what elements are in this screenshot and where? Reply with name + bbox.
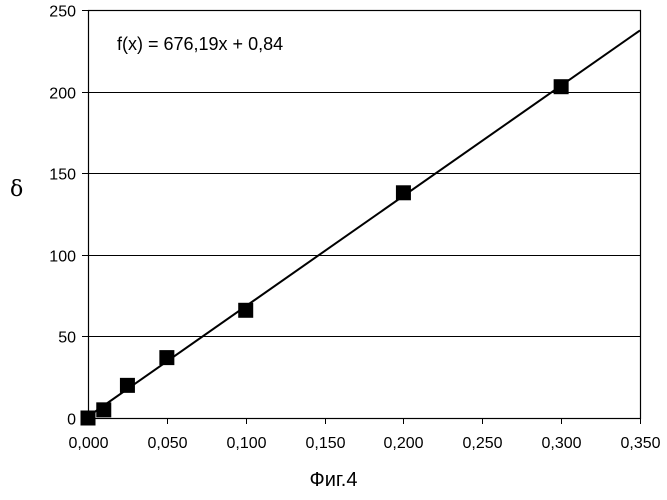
trendline-equation: f(x) = 676,19x + 0,84 bbox=[117, 34, 283, 54]
x-tick-label: 0,250 bbox=[462, 435, 502, 452]
grid-lines bbox=[88, 11, 640, 337]
data-point bbox=[396, 185, 411, 200]
data-point bbox=[96, 402, 111, 417]
data-point bbox=[238, 303, 253, 318]
x-tick-label: 0,000 bbox=[68, 435, 108, 452]
y-tick-label: 50 bbox=[58, 330, 76, 347]
x-tick-label: 0,350 bbox=[620, 435, 660, 452]
y-axis-label: δ bbox=[10, 177, 23, 202]
x-tick-label: 0,100 bbox=[226, 435, 266, 452]
y-tick-label: 200 bbox=[49, 86, 76, 103]
y-tick-labels: 0 50 100 150 200 250 bbox=[49, 4, 76, 429]
x-tick-label: 0,300 bbox=[541, 435, 581, 452]
x-tick-label: 0,200 bbox=[383, 435, 423, 452]
y-tick-label: 100 bbox=[49, 249, 76, 266]
y-tick-label: 0 bbox=[67, 412, 76, 429]
y-tick-label: 150 bbox=[49, 167, 76, 184]
data-point bbox=[81, 411, 96, 426]
data-point bbox=[554, 79, 569, 94]
data-point bbox=[120, 378, 135, 393]
x-tick-label: 0,150 bbox=[305, 435, 345, 452]
y-tick-label: 250 bbox=[49, 4, 76, 21]
data-point bbox=[159, 350, 174, 365]
figure-caption: Фиг.4 bbox=[0, 468, 667, 492]
x-tick-labels: 0,000 0,050 0,100 0,150 0,200 0,250 0,300 0,350 bbox=[68, 435, 660, 452]
x-tick-label: 0,050 bbox=[147, 435, 187, 452]
